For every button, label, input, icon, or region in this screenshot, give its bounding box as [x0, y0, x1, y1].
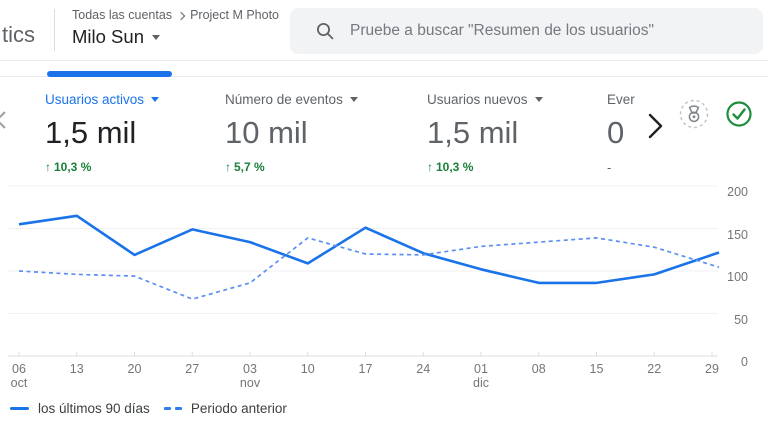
- legend-label: Periodo anterior: [190, 401, 287, 416]
- y-tick-label: 50: [734, 312, 748, 327]
- carousel-prev-button[interactable]: [0, 110, 8, 130]
- up-arrow-icon: ↑: [45, 160, 51, 174]
- x-tick-label: 17: [358, 362, 373, 376]
- metric-label-text: Ever: [607, 92, 635, 107]
- header-divider: [54, 9, 55, 51]
- metric-card-new-users: Usuarios nuevos 1,5 mil ↑ 10,3 %: [427, 92, 543, 174]
- account-name: Milo Sun: [72, 26, 144, 47]
- search-input[interactable]: [350, 22, 763, 40]
- legend-item-previous-period: Periodo anterior: [163, 401, 287, 416]
- metric-label[interactable]: Ever: [607, 92, 635, 107]
- metric-label: Usuarios activos: [45, 92, 145, 107]
- metric-label-dropdown[interactable]: Número de eventos: [225, 92, 358, 107]
- delta-text: 10,3 %: [54, 160, 92, 174]
- breadcrumb: Todas las cuentas Project M Photo: [72, 8, 279, 22]
- top-header: tics Todas las cuentas Project M Photo M…: [0, 0, 768, 61]
- caret-down-icon: [534, 97, 543, 102]
- medal-badge-icon[interactable]: [679, 99, 709, 129]
- legend-item-current-period: los últimos 90 días: [10, 401, 150, 416]
- legend-label: los últimos 90 días: [38, 401, 150, 416]
- metric-delta-empty: -: [607, 160, 612, 175]
- up-arrow-icon: ↑: [225, 160, 231, 174]
- metric-value: 10 mil: [225, 115, 308, 150]
- x-tick-label: 03 nov: [239, 362, 261, 390]
- card-top-border: [0, 76, 768, 77]
- carousel-next-button[interactable]: [643, 112, 667, 140]
- account-selector[interactable]: Milo Sun: [72, 26, 160, 48]
- breadcrumb-current[interactable]: Project M Photo: [190, 8, 279, 22]
- y-tick-label: 150: [727, 227, 748, 242]
- y-tick-label: 0: [741, 355, 748, 369]
- x-tick-label: 08: [531, 362, 546, 376]
- y-tick-label: 100: [727, 270, 748, 284]
- x-tick-label: 29: [705, 362, 719, 376]
- timeseries-chart[interactable]: [0, 180, 768, 380]
- x-tick-label: 06 oct: [10, 362, 28, 390]
- metric-value: 1,5 mil: [427, 115, 519, 150]
- x-tick-label: 01 dic: [473, 362, 489, 390]
- caret-down-icon: [151, 97, 160, 102]
- check-circle-icon[interactable]: [724, 99, 754, 129]
- metric-label: Número de eventos: [225, 92, 343, 107]
- caret-down-icon: [151, 34, 160, 40]
- breadcrumb-root[interactable]: Todas las cuentas: [72, 8, 173, 22]
- x-tick-label: 20: [127, 362, 142, 376]
- metric-label: Usuarios nuevos: [427, 92, 528, 107]
- delta-text: 5,7 %: [234, 160, 265, 174]
- metric-card-truncated: Ever 0 -: [607, 92, 635, 175]
- x-tick-label: 24: [416, 362, 431, 376]
- search-bar[interactable]: [290, 8, 763, 54]
- x-tick-label: 13: [69, 362, 84, 376]
- metric-label-dropdown[interactable]: Usuarios nuevos: [427, 92, 543, 107]
- metric-delta: ↑ 10,3 %: [427, 160, 543, 174]
- metric-value: 1,5 mil: [45, 115, 137, 150]
- solid-line-swatch-icon: [10, 407, 29, 410]
- caret-down-icon: [349, 97, 358, 102]
- delta-text: 10,3 %: [436, 160, 474, 174]
- chevron-right-icon: [176, 11, 186, 20]
- active-tab-indicator: [47, 71, 172, 77]
- metric-label-dropdown[interactable]: Usuarios activos: [45, 92, 160, 107]
- analytics-logo-text: tics: [2, 22, 35, 47]
- dashed-line-swatch-icon: [163, 406, 182, 411]
- search-icon: [317, 23, 334, 40]
- up-arrow-icon: ↑: [427, 160, 433, 174]
- x-tick-label: 15: [589, 362, 604, 376]
- metric-delta: ↑ 10,3 %: [45, 160, 159, 174]
- metric-card-event-count: Número de eventos 10 mil ↑ 5,7 %: [225, 92, 358, 174]
- x-tick-label: 10: [300, 362, 315, 376]
- y-tick-label: 200: [727, 185, 748, 199]
- metric-delta: ↑ 5,7 %: [225, 160, 358, 174]
- metric-card-active-users: Usuarios activos 1,5 mil ↑ 10,3 %: [45, 92, 160, 174]
- x-tick-label: 27: [185, 362, 200, 376]
- chart-legend: los últimos 90 días Periodo anterior: [10, 401, 287, 416]
- metric-value: 0: [607, 115, 625, 150]
- x-tick-label: 22: [647, 362, 662, 376]
